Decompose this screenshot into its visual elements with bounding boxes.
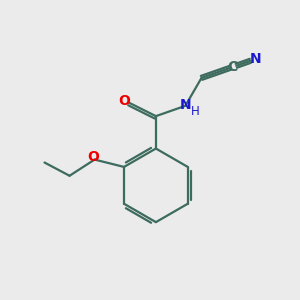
Text: N: N — [250, 52, 261, 66]
Text: H: H — [190, 105, 199, 118]
Text: N: N — [179, 98, 191, 112]
Text: O: O — [118, 94, 130, 108]
Text: O: O — [87, 150, 99, 164]
Text: C: C — [227, 60, 238, 74]
